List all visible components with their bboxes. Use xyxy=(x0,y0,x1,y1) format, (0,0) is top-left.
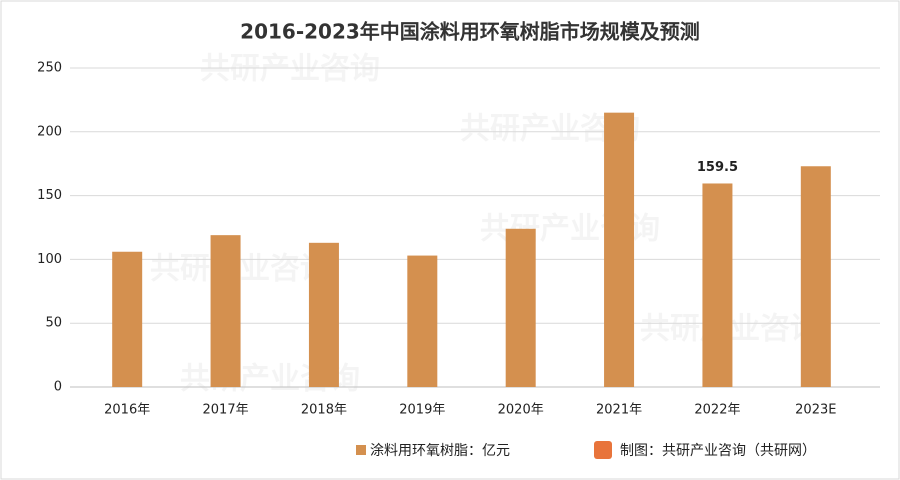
watermark: 共研产业咨询 xyxy=(200,52,380,87)
x-tick-label: 2023E xyxy=(795,403,836,418)
bar xyxy=(308,242,339,387)
legend-swatch xyxy=(356,445,366,455)
y-tick-label: 50 xyxy=(45,316,62,331)
chart-title: 2016-2023年中国涂料用环氧树脂市场规模及预测 xyxy=(240,20,700,44)
bar xyxy=(702,183,733,387)
y-tick-label: 250 xyxy=(37,61,62,76)
source: 制图：共研产业咨询（共研网） xyxy=(594,441,816,459)
bar xyxy=(112,251,143,387)
bar xyxy=(800,166,831,387)
bar xyxy=(407,255,438,387)
y-tick-label: 200 xyxy=(37,124,62,139)
x-tick-label: 2022年 xyxy=(694,403,740,418)
legend-label: 涂料用环氧树脂：亿元 xyxy=(370,443,510,459)
source-icon xyxy=(594,441,612,459)
y-tick-label: 150 xyxy=(37,188,62,203)
bar xyxy=(210,235,241,387)
bar xyxy=(604,112,635,387)
x-tick-label: 2018年 xyxy=(301,403,347,418)
data-label: 159.5 xyxy=(697,160,738,175)
y-tick-label: 0 xyxy=(54,380,62,395)
x-tick-label: 2017年 xyxy=(203,403,249,418)
bar xyxy=(505,228,536,387)
x-tick-label: 2016年 xyxy=(104,403,150,418)
y-tick-label: 100 xyxy=(37,252,62,267)
source-text: 制图：共研产业咨询（共研网） xyxy=(620,443,816,459)
x-tick-label: 2019年 xyxy=(399,403,445,418)
x-tick-label: 2021年 xyxy=(596,403,642,418)
x-tick-label: 2020年 xyxy=(498,403,544,418)
